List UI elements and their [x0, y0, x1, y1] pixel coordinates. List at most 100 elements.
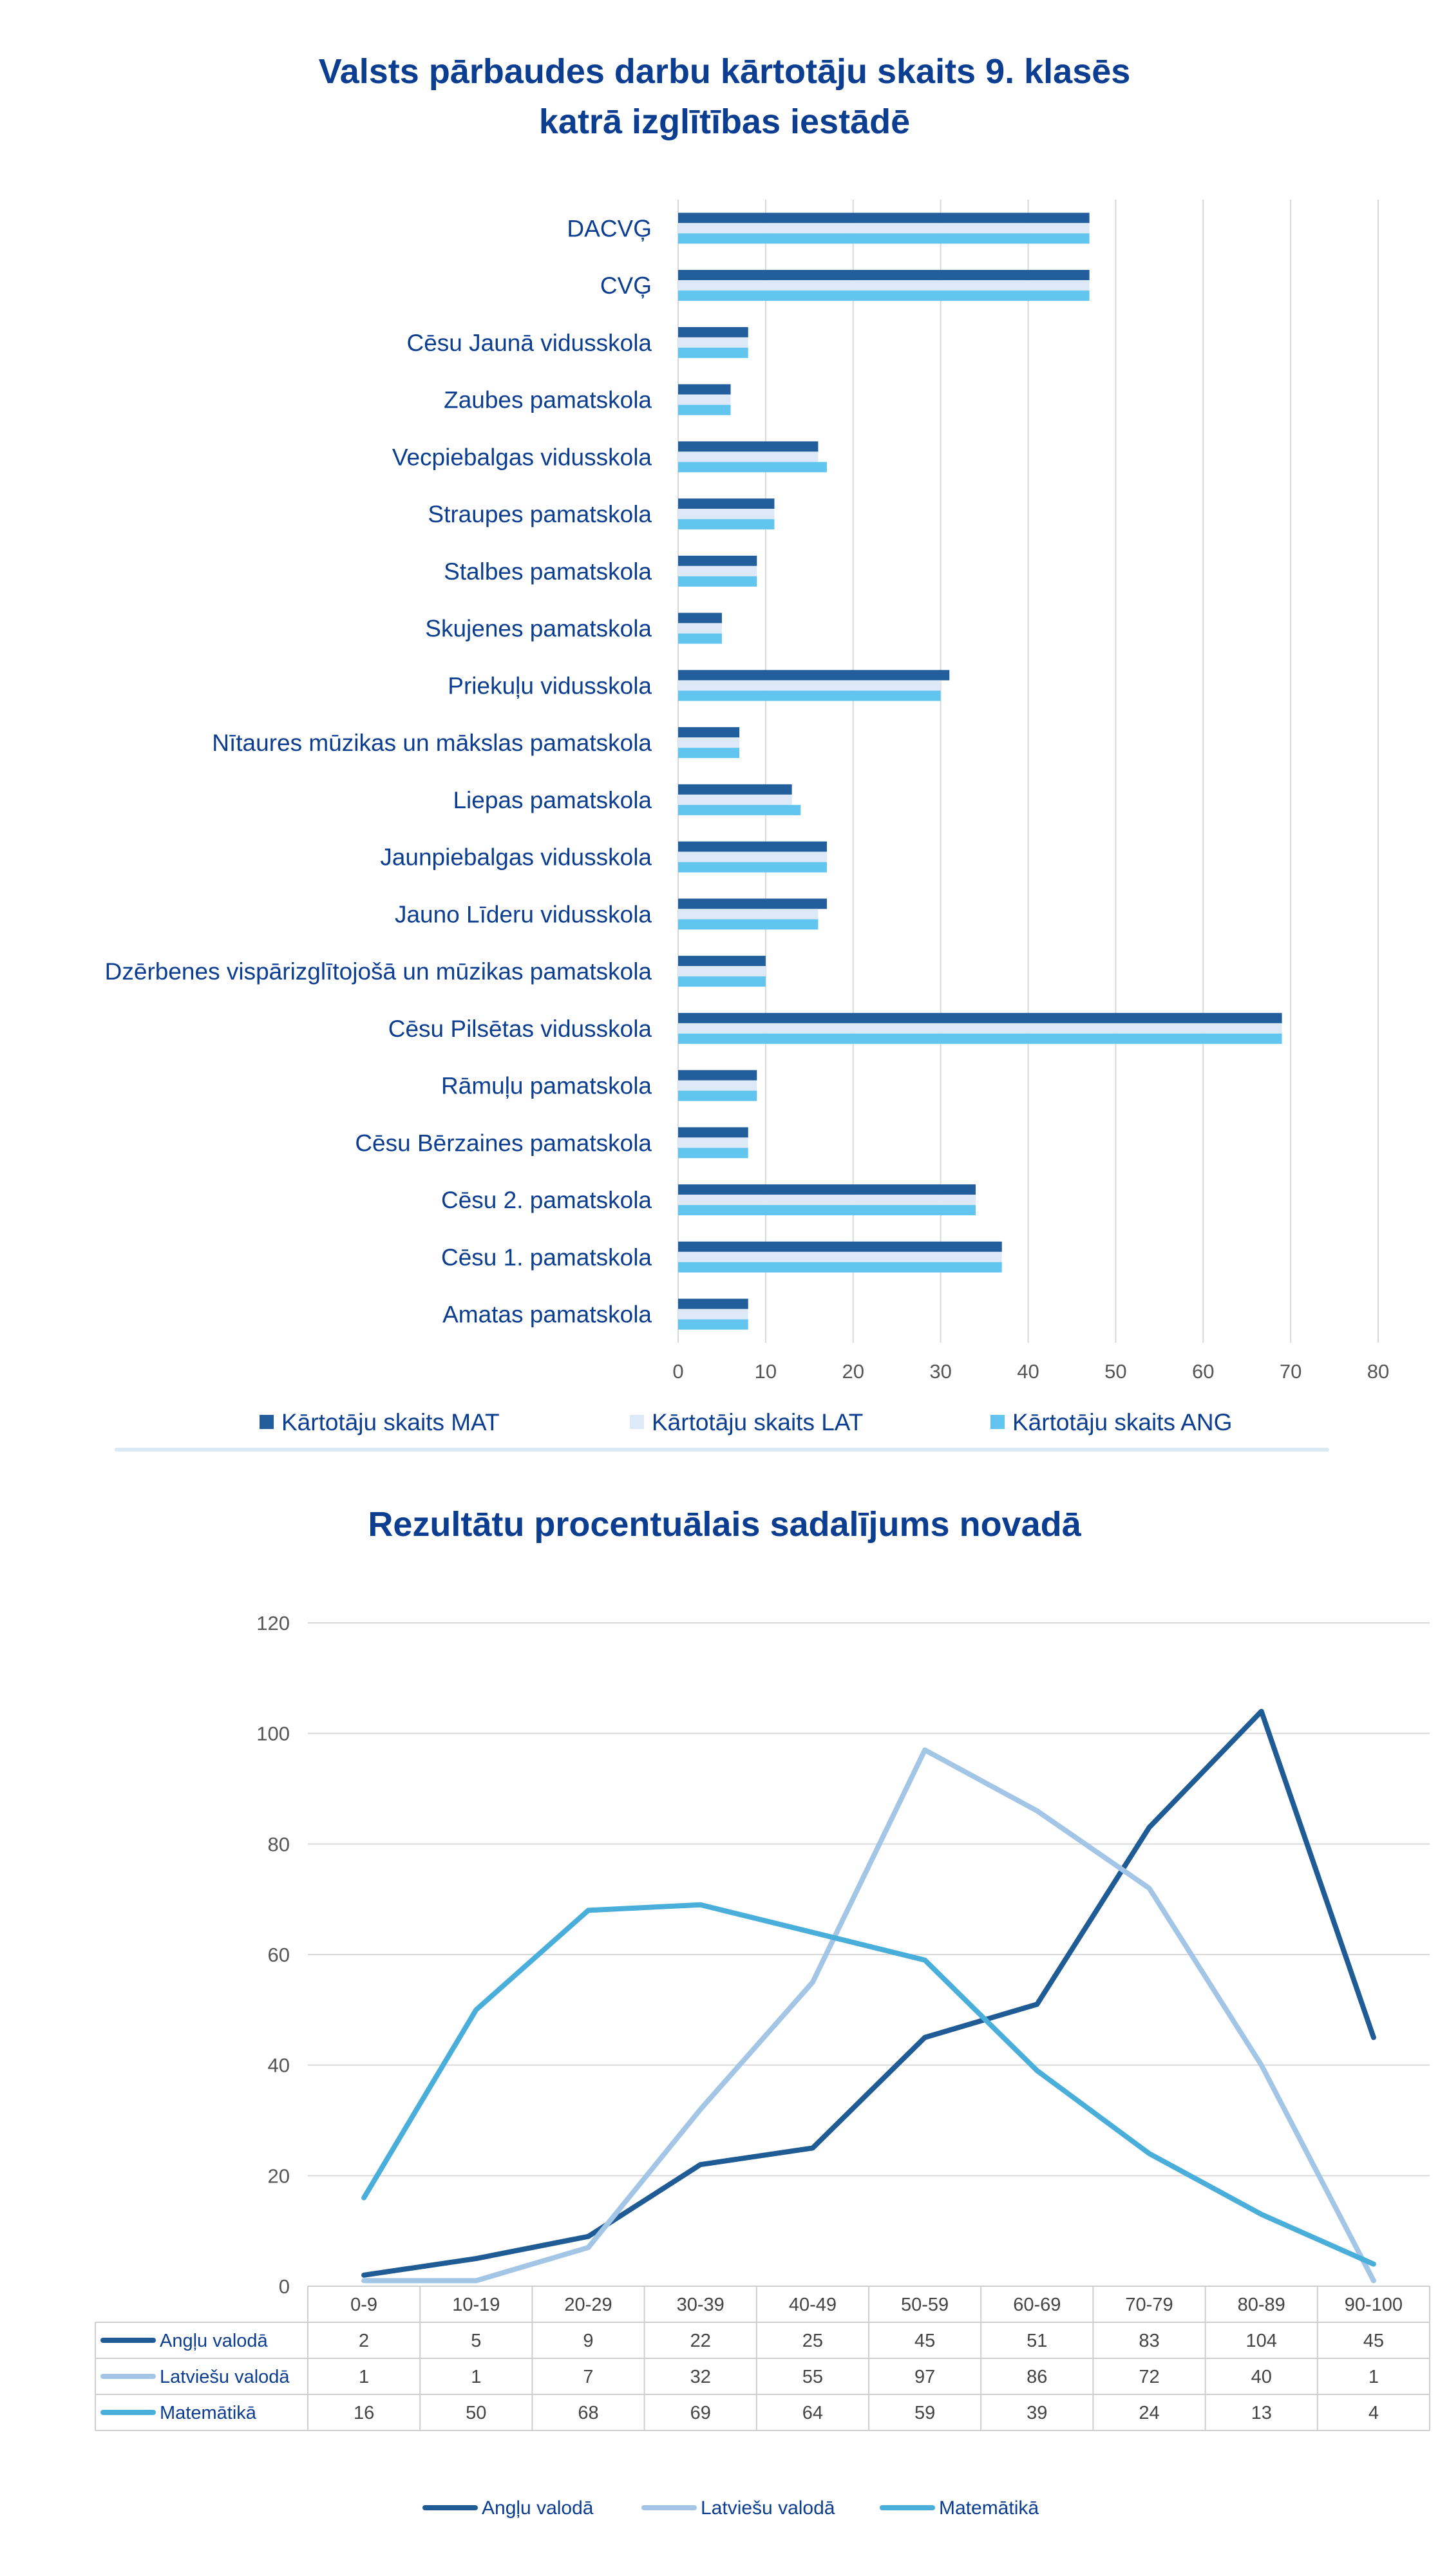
table-series-label: Latviešu valodā: [160, 2367, 290, 2387]
bar: [678, 223, 1090, 234]
bar: [678, 1205, 976, 1216]
bar: [678, 794, 792, 805]
bar: [678, 576, 757, 587]
bar: [678, 233, 1090, 244]
bar: [678, 1023, 1282, 1034]
table-value-cell: 45: [1363, 2331, 1384, 2351]
x-tick-label: 80: [1367, 1360, 1389, 1383]
table-header-cell: 0-9: [350, 2295, 377, 2315]
category-label: Amatas pamatskola: [442, 1302, 652, 1328]
bar: [678, 1241, 1002, 1252]
y-tick-label: 60: [268, 1944, 290, 1966]
table-value-cell: 32: [690, 2367, 711, 2387]
bar: [678, 737, 740, 748]
bar: [678, 690, 941, 701]
category-label: Cēsu 1. pamatskola: [441, 1244, 652, 1271]
table-header-cell: 90-100: [1345, 2295, 1403, 2315]
category-label: Cēsu Jaunā vidusskola: [407, 330, 652, 356]
category-label: Zaubes pamatskola: [444, 387, 652, 413]
table-value-cell: 1: [359, 2367, 369, 2387]
table-value-cell: 68: [578, 2403, 598, 2423]
category-label: Vecpiebalgas vidusskola: [392, 444, 652, 470]
table-value-cell: 13: [1251, 2403, 1272, 2423]
legend-label: Kārtotāju skaits LAT: [652, 1409, 863, 1435]
bar: [678, 784, 792, 795]
table-value-cell: 22: [690, 2331, 711, 2351]
bar: [678, 394, 731, 405]
x-tick-label: 0: [672, 1360, 683, 1383]
table-value-cell: 55: [802, 2367, 823, 2387]
bar: [678, 1033, 1282, 1044]
legend-label: Kārtotāju skaits ANG: [1012, 1409, 1232, 1435]
category-label: Cēsu Bērzaines pamatskola: [355, 1130, 652, 1156]
table-value-cell: 51: [1027, 2331, 1047, 2351]
bar: [678, 976, 766, 987]
bar: [678, 384, 731, 395]
table-value-cell: 64: [802, 2403, 823, 2423]
bar: [678, 851, 827, 862]
x-tick-label: 40: [1017, 1360, 1039, 1383]
bar: [678, 623, 722, 634]
x-tick-label: 20: [842, 1360, 864, 1383]
category-label: Dzērbenes vispārizglītojošā un mūzikas p…: [105, 958, 652, 985]
table-header-cell: 40-49: [789, 2295, 837, 2315]
bar: [678, 1080, 757, 1091]
bar: [678, 1251, 1002, 1262]
bar: [678, 633, 722, 644]
category-label: Skujenes pamatskola: [425, 616, 652, 642]
bar: [678, 462, 827, 473]
category-label: Straupes pamatskola: [428, 501, 652, 527]
bar: [678, 280, 1090, 291]
table-value-cell: 7: [583, 2367, 593, 2387]
table-header-cell: 50-59: [901, 2295, 949, 2315]
bar: [678, 919, 819, 930]
bar: [678, 498, 775, 509]
bar: [678, 1309, 748, 1320]
table-value-cell: 59: [914, 2403, 935, 2423]
table-header-cell: 30-39: [677, 2295, 724, 2315]
table-value-cell: 50: [466, 2403, 486, 2423]
legend-label: Matemātikā: [939, 2497, 1039, 2519]
category-label: CVĢ: [600, 272, 652, 299]
bar: [678, 337, 748, 348]
table-value-cell: 24: [1139, 2403, 1159, 2423]
bar: [678, 748, 740, 759]
table-header-cell: 70-79: [1125, 2295, 1173, 2315]
y-tick-label: 20: [268, 2164, 290, 2187]
y-tick-label: 120: [256, 1612, 290, 1634]
bar: [678, 213, 1090, 223]
category-label: DACVĢ: [567, 215, 652, 242]
bar: [678, 270, 1090, 281]
table-value-cell: 45: [914, 2331, 935, 2351]
table-value-cell: 72: [1139, 2367, 1159, 2387]
bar-chart-title-line: katrā izglītības iestādē: [538, 102, 911, 141]
table-header-cell: 60-69: [1013, 2295, 1061, 2315]
category-label: Cēsu Pilsētas vidusskola: [388, 1016, 652, 1042]
series-line: [361, 1709, 1376, 2278]
y-tick-label: 40: [268, 2054, 290, 2077]
series-line: [361, 1747, 1376, 2284]
table-value-cell: 5: [471, 2331, 481, 2351]
bar: [678, 1012, 1282, 1023]
bar: [678, 1262, 1002, 1273]
bar: [678, 1298, 748, 1309]
bar: [678, 727, 740, 738]
bar: [678, 441, 819, 452]
table-series-label: Angļu valodā: [160, 2331, 269, 2351]
bar: [678, 612, 722, 623]
table-value-cell: 97: [914, 2367, 935, 2387]
category-label: Rāmuļu pamatskola: [441, 1073, 652, 1099]
table-header-cell: 10-19: [452, 2295, 500, 2315]
bar: [678, 898, 827, 909]
table-value-cell: 39: [1027, 2403, 1047, 2423]
table-series-label: Matemātikā: [160, 2403, 257, 2423]
bar: [678, 347, 748, 358]
table-value-cell: 104: [1246, 2331, 1277, 2351]
bar: [678, 404, 731, 415]
bar: [678, 680, 941, 691]
bar: [678, 1195, 976, 1206]
bar: [678, 555, 757, 566]
x-tick-label: 10: [755, 1360, 777, 1383]
category-label: Liepas pamatskola: [453, 787, 652, 813]
section-divider: [115, 1448, 1329, 1452]
